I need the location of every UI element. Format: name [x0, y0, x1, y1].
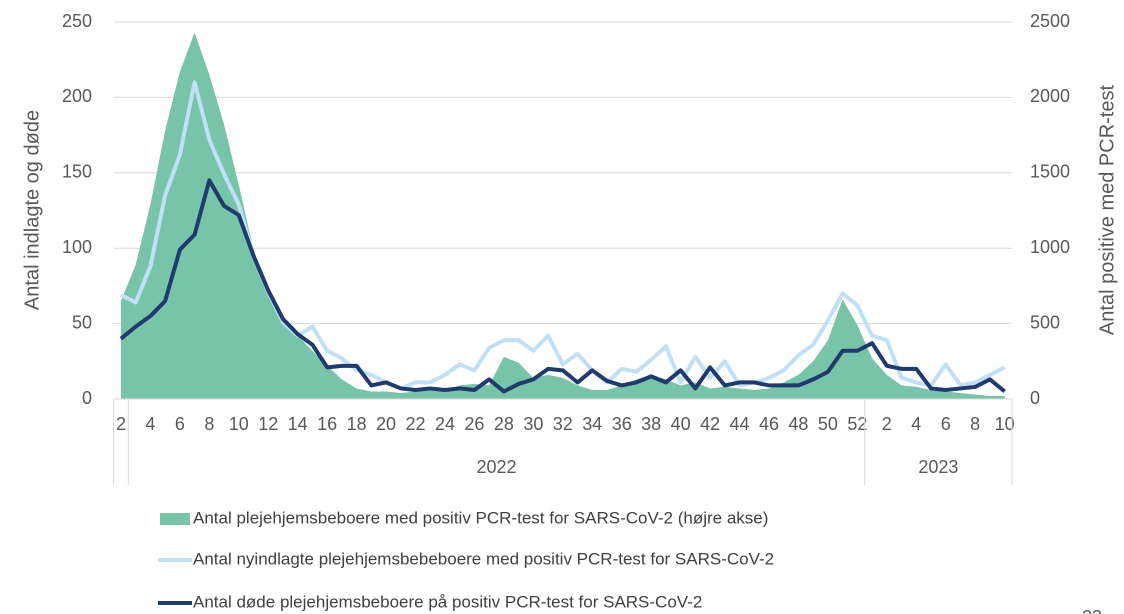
- x-tick-label: 42: [700, 414, 720, 434]
- grid: [113, 21, 1012, 325]
- x-tick-label: 4: [911, 414, 921, 434]
- y-tick-label: 250: [62, 11, 92, 31]
- x-tick-label: 4: [145, 414, 155, 434]
- y-tick-label: 0: [82, 388, 92, 408]
- x-tick-label: 12: [258, 414, 278, 434]
- x-tick-label: 40: [671, 414, 691, 434]
- y2-tick-label: 1500: [1030, 162, 1070, 182]
- x-tick-label: 52: [847, 414, 867, 434]
- x-tick-label: 20: [376, 414, 396, 434]
- x-tick-label: 50: [818, 414, 838, 434]
- x-tick-label: 34: [582, 414, 602, 434]
- area: [120, 32, 1005, 399]
- x-tick-label: 8: [970, 414, 980, 434]
- x-tick-label: 26: [464, 414, 484, 434]
- x-tick-label: 6: [941, 414, 951, 434]
- x-tick-label: 44: [730, 414, 750, 434]
- x-tick-label: 28: [494, 414, 514, 434]
- legend-label: Antal døde plejehjemsbeboere på positiv …: [193, 592, 702, 611]
- x-tick-label: 16: [317, 414, 337, 434]
- x-tick-label: 2: [116, 414, 126, 434]
- x-tick-label: 32: [553, 414, 573, 434]
- x-tick-label: 30: [523, 414, 543, 434]
- legend-label: Antal plejehjemsbeboere med positiv PCR-…: [193, 508, 768, 527]
- x-tick-label: 46: [759, 414, 779, 434]
- x-group-label: 2022: [477, 457, 517, 477]
- x-tick-label: 2: [882, 414, 892, 434]
- x-tick-label: 24: [435, 414, 455, 434]
- page-number: 23: [1082, 607, 1102, 614]
- x-tick-label: 36: [612, 414, 632, 434]
- legend-label: Antal nyindlagte plejehjemsbebeboere med…: [193, 549, 774, 568]
- y2-tick-label: 500: [1030, 312, 1060, 332]
- y2-tick-label: 0: [1030, 388, 1040, 408]
- legend-swatch: [160, 513, 190, 525]
- x-tick-label: 18: [347, 414, 367, 434]
- y-tick-label: 50: [72, 312, 92, 332]
- x-group-label: 2023: [918, 457, 958, 477]
- x-tick-label: 38: [641, 414, 661, 434]
- y-axis-title: Antal indlagte og døde: [21, 110, 43, 310]
- x-tick-label: 6: [175, 414, 185, 434]
- y2-tick-label: 2500: [1030, 11, 1070, 31]
- y-tick-label: 150: [62, 162, 92, 182]
- x-tick-label: 10: [995, 414, 1015, 434]
- line: [119, 178, 1006, 394]
- x-tick-label: 10: [229, 414, 249, 434]
- y-tick-label: 100: [62, 237, 92, 257]
- x-tick-label: 14: [288, 414, 308, 434]
- y2-tick-label: 1000: [1030, 237, 1070, 257]
- x-tick-label: 8: [204, 414, 214, 434]
- x-tick-label: 22: [406, 414, 426, 434]
- y2-tick-label: 2000: [1030, 86, 1070, 106]
- y-tick-label: 200: [62, 86, 92, 106]
- x-tick-label: 48: [788, 414, 808, 434]
- y2-axis-title: Antal positive med PCR-test: [1096, 85, 1118, 336]
